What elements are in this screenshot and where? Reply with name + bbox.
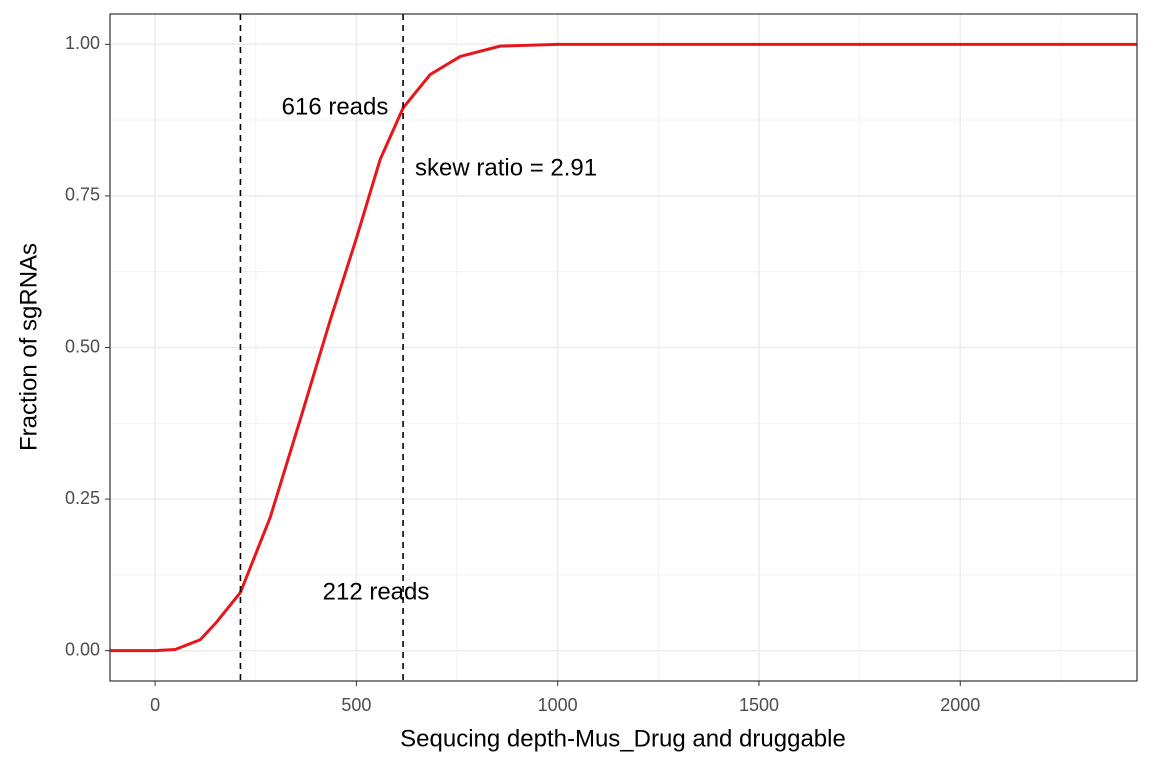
y-axis-title: Fraction of sgRNAs <box>15 243 42 451</box>
y-tick-label: 0.25 <box>65 488 100 508</box>
x-tick-label: 0 <box>150 695 160 715</box>
annotation: 212 reads <box>323 578 430 605</box>
x-axis-title: Sequcing depth-Mus_Drug and druggable <box>400 725 846 752</box>
y-tick-label: 0.50 <box>65 336 100 356</box>
x-tick-label: 1000 <box>538 695 578 715</box>
y-tick-label: 0.75 <box>65 185 100 205</box>
annotation: skew ratio = 2.91 <box>415 154 597 181</box>
x-tick-label: 500 <box>341 695 371 715</box>
ecdf-line <box>110 42 1137 653</box>
annotation: 616 reads <box>282 93 389 120</box>
y-tick-label: 0.00 <box>65 639 100 659</box>
x-tick-label: 2000 <box>940 695 980 715</box>
x-tick-label: 1500 <box>739 695 779 715</box>
y-tick-label: 1.00 <box>65 33 100 53</box>
